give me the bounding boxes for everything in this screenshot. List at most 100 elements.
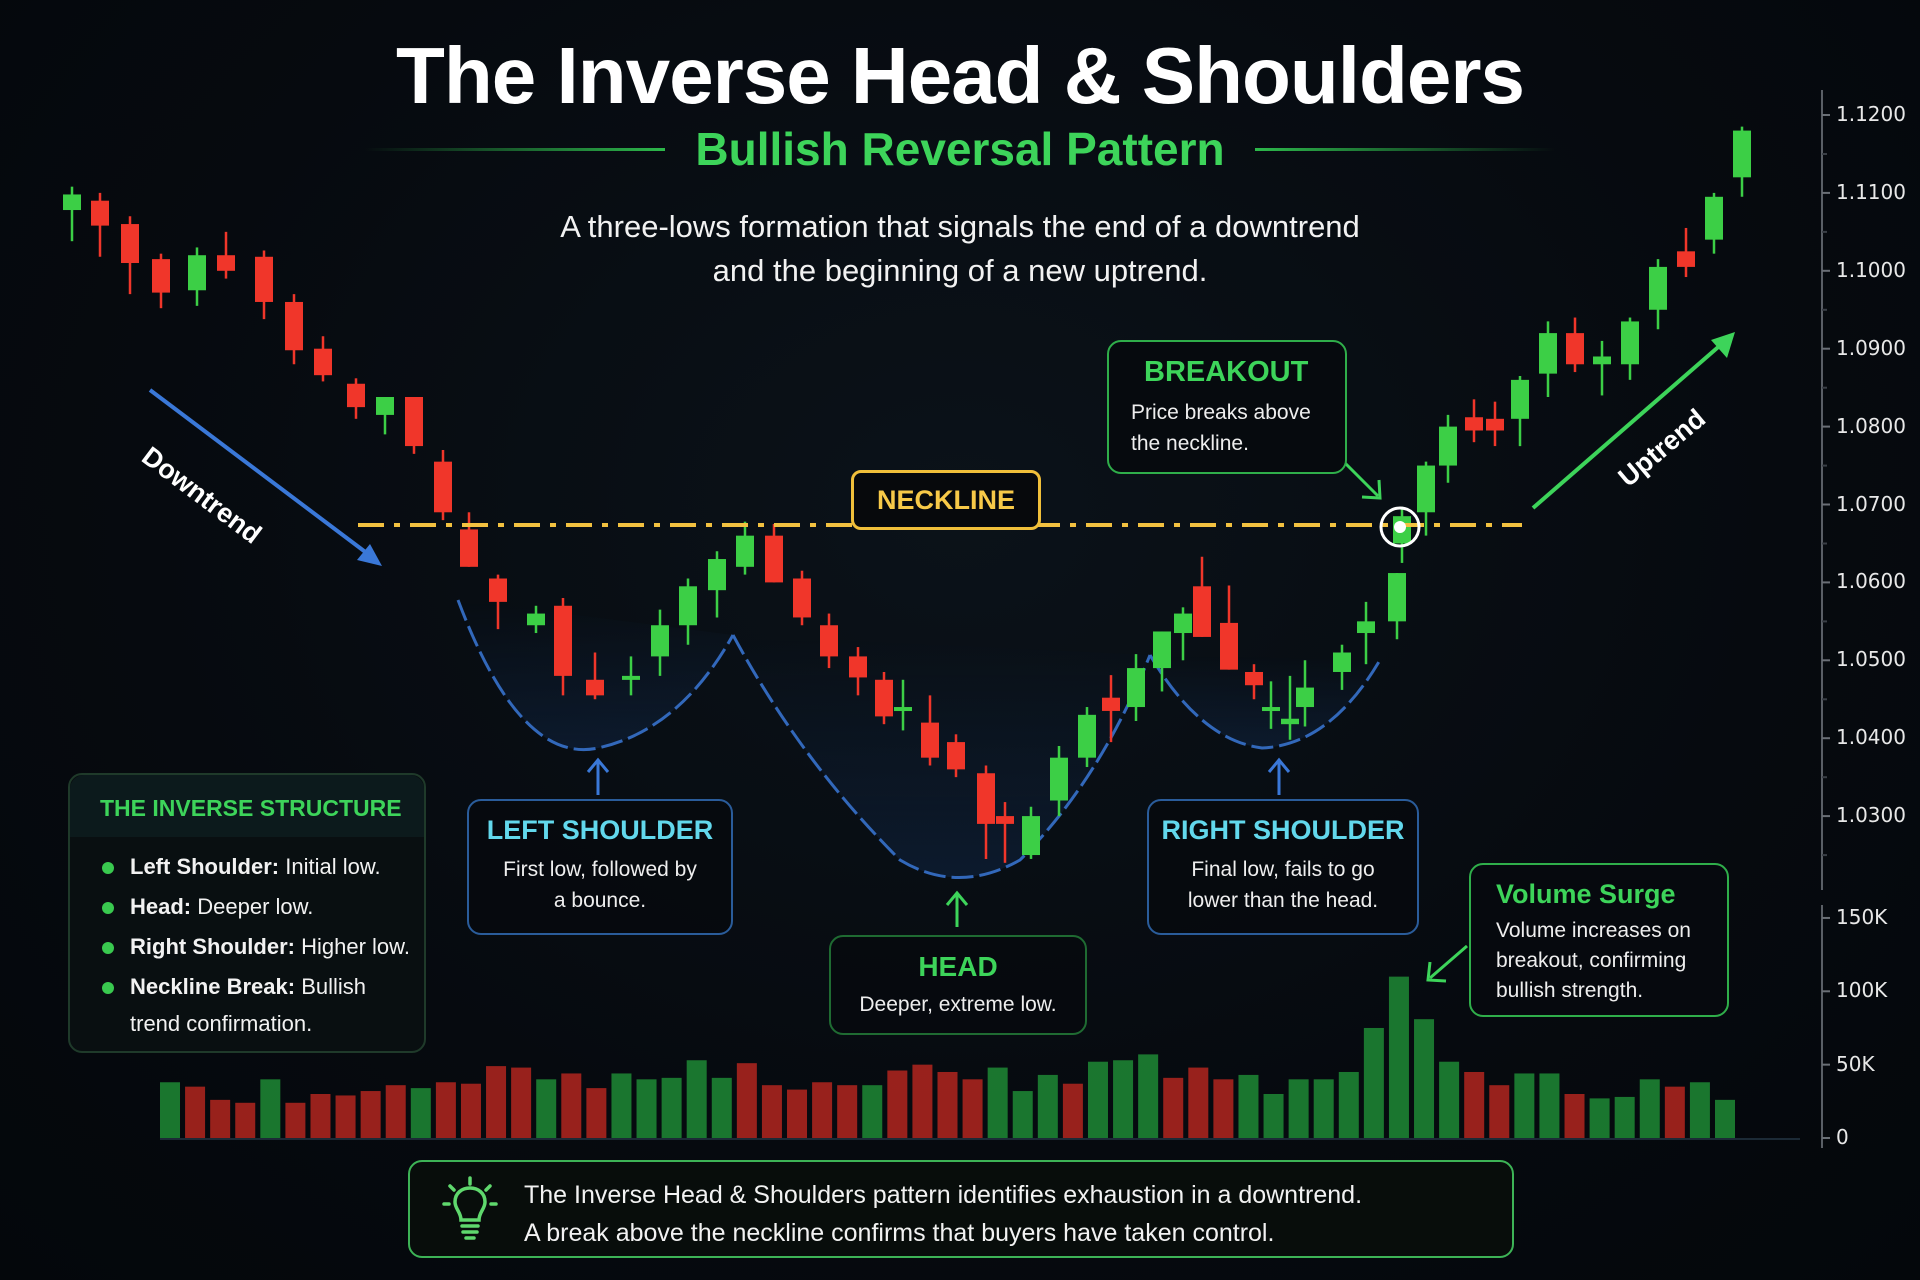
- volume-bar: [435, 1082, 456, 1138]
- candle: [460, 512, 478, 567]
- volume-bar: [1062, 1083, 1083, 1138]
- volume-bar: [812, 1082, 833, 1138]
- left-shoulder-arrow: [586, 757, 610, 795]
- structure-item-right-shoulder: Right Shoulder: Higher low.: [100, 927, 424, 967]
- downtrend-label: Downtrend: [136, 441, 267, 550]
- candle: [121, 216, 139, 295]
- volume-bar: [1639, 1079, 1660, 1138]
- page-subtitle: Bullish Reversal Pattern: [695, 123, 1225, 175]
- volume-bar: [1439, 1061, 1460, 1138]
- volume-bar: [1263, 1093, 1284, 1138]
- volume-bar: [235, 1102, 256, 1138]
- price-tick-label: 1.0500: [1836, 647, 1906, 672]
- candle: [1393, 506, 1411, 563]
- candle: [314, 336, 332, 382]
- volume-bar: [185, 1086, 206, 1138]
- breakout-body-line-1: Price breaks above: [1131, 401, 1311, 424]
- right-shoulder-body: Final low, fails to go lower than the he…: [1149, 854, 1417, 916]
- candle: [405, 396, 423, 454]
- volume-bar: [837, 1085, 858, 1138]
- price-tick-label: 1.1200: [1836, 102, 1906, 126]
- volume-bar: [1037, 1074, 1058, 1138]
- volume-bar: [460, 1083, 481, 1138]
- volume-bar: [1113, 1060, 1134, 1138]
- volume-bar: [260, 1079, 281, 1138]
- inverse-structure-panel: THE INVERSE STRUCTURE Left Shoulder: Ini…: [68, 773, 426, 1053]
- description-line-1: A three-lows formation that signals the …: [560, 209, 1360, 244]
- structure-desc: Deeper low.: [191, 894, 314, 919]
- volume-tick-label: 150K: [1836, 904, 1888, 929]
- candle: [434, 449, 452, 521]
- candle: [765, 523, 783, 583]
- candle: [1539, 321, 1557, 397]
- breakout-marker: [1379, 506, 1421, 548]
- footer-line-1: The Inverse Head & Shoulders pattern ide…: [524, 1181, 1363, 1209]
- footer-line-2: A break above the neckline confirms that…: [524, 1219, 1275, 1247]
- pattern-curves: [456, 599, 1382, 879]
- volume-bar: [661, 1077, 682, 1138]
- volume-bar: [1163, 1077, 1184, 1138]
- structure-desc: Initial low.: [279, 854, 381, 879]
- candle: [1333, 644, 1351, 690]
- volume-bar: [636, 1079, 657, 1138]
- volume-bar: [1514, 1073, 1535, 1138]
- volume-bar: [335, 1095, 356, 1138]
- volume-surge-body-line-3: bullish strength.: [1496, 979, 1644, 1002]
- price-tick-label: 1.0600: [1836, 569, 1906, 594]
- volume-bar: [1715, 1099, 1735, 1138]
- footer-callout: The Inverse Head & Shoulders pattern ide…: [408, 1160, 1514, 1258]
- head-curve: [731, 634, 1152, 879]
- left-shoulder-callout: LEFT SHOULDER First low, followed by a b…: [467, 799, 733, 935]
- structure-item-neckline-break: Neckline Break: Bullish trend confirmatio…: [100, 967, 424, 1041]
- candle: [1102, 675, 1120, 743]
- left-shoulder-body-line-1: First low, followed by: [503, 858, 697, 881]
- candle: [376, 396, 394, 435]
- volume-bar: [1564, 1093, 1585, 1138]
- candle: [1245, 664, 1263, 700]
- price-tick-label: 1.0400: [1836, 725, 1906, 750]
- candle: [489, 574, 507, 630]
- subtitle-rule-left: [365, 147, 666, 151]
- candle: [1388, 573, 1406, 640]
- candle: [554, 597, 572, 696]
- candle: [1050, 745, 1068, 817]
- volume-tick-label: 0: [1836, 1125, 1849, 1149]
- candle: [820, 613, 838, 669]
- candle: [152, 253, 170, 309]
- candle: [1281, 675, 1299, 740]
- bullet-icon: [102, 942, 114, 954]
- volume-bar: [1388, 976, 1409, 1138]
- head-body: Deeper, extreme low.: [859, 993, 1057, 1016]
- volume-bar: [1414, 1019, 1435, 1138]
- volume-bar: [736, 1063, 757, 1138]
- right-shoulder-body-line-1: Final low, fails to go: [1191, 858, 1375, 881]
- volume-bar: [611, 1073, 632, 1138]
- price-axis: [1821, 90, 1830, 890]
- price-tick-label: 1.0700: [1836, 491, 1906, 516]
- structure-item-left-shoulder: Left Shoulder: Initial low.: [100, 847, 424, 887]
- volume-bar: [862, 1085, 883, 1138]
- lightbulb-icon: [442, 1176, 498, 1247]
- structure-item-head: Head: Deeper low.: [100, 887, 424, 927]
- right-shoulder-arrow: [1267, 757, 1291, 795]
- structure-term: Head:: [130, 894, 192, 919]
- candle: [1621, 317, 1639, 380]
- volume-bar: [1213, 1079, 1234, 1138]
- candle: [1127, 654, 1145, 722]
- right-shoulder-callout: RIGHT SHOULDER Final low, fails to go lo…: [1147, 799, 1419, 935]
- candle: [1649, 259, 1667, 330]
- candle: [285, 294, 303, 365]
- candle: [1296, 660, 1314, 727]
- candles: [63, 126, 1751, 863]
- volume-bar: [1288, 1079, 1309, 1138]
- breakout-body-line-2: the neckline.: [1131, 432, 1249, 455]
- volume-tick-label: 100K: [1836, 978, 1888, 1003]
- candle: [679, 578, 697, 645]
- volume-bar: [586, 1088, 607, 1138]
- volume-bar: [1589, 1098, 1610, 1138]
- structure-term: Right Shoulder:: [130, 934, 295, 959]
- volume-bar: [1012, 1091, 1033, 1138]
- candle: [188, 247, 206, 306]
- price-tick-label: 1.0900: [1836, 335, 1906, 360]
- candle: [1486, 401, 1504, 447]
